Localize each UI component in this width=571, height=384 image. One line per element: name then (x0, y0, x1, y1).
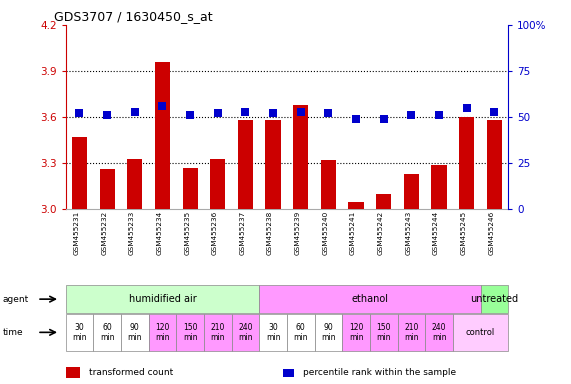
Bar (432, 165, 447, 209)
Text: GSM455232: GSM455232 (101, 211, 107, 255)
Point (75, 110, 84, 116)
Text: 240
min: 240 min (432, 323, 447, 342)
Bar (459, 117, 475, 209)
Text: GSM455244: GSM455244 (433, 211, 439, 255)
Text: percentile rank within the sample: percentile rank within the sample (303, 368, 456, 377)
Bar (238, 120, 253, 209)
Bar (72, 137, 87, 209)
Text: GSM455243: GSM455243 (405, 211, 411, 255)
Point (130, 109, 139, 115)
Point (324, 110, 333, 116)
Text: 30
min: 30 min (73, 323, 87, 342)
Text: 150
min: 150 min (376, 323, 391, 342)
Text: GSM455246: GSM455246 (488, 211, 494, 255)
Bar (404, 174, 419, 209)
Text: 120
min: 120 min (349, 323, 363, 342)
Text: untreated: untreated (471, 294, 518, 304)
Point (103, 112, 112, 118)
Bar (486, 120, 502, 209)
Text: control: control (466, 328, 495, 337)
Bar (266, 120, 281, 209)
Point (268, 110, 278, 116)
Text: 30
min: 30 min (266, 323, 280, 342)
Point (407, 112, 416, 118)
Bar (183, 168, 198, 209)
Bar (155, 62, 170, 209)
Text: 60
min: 60 min (293, 323, 308, 342)
Text: 90
min: 90 min (127, 323, 142, 342)
Point (379, 116, 388, 122)
Point (241, 109, 250, 115)
Text: GSM455238: GSM455238 (267, 211, 273, 255)
Point (158, 103, 167, 109)
Text: GSM455236: GSM455236 (212, 211, 218, 255)
Point (296, 109, 305, 115)
Text: GDS3707 / 1630450_s_at: GDS3707 / 1630450_s_at (54, 10, 213, 23)
Text: GSM455245: GSM455245 (461, 211, 467, 255)
Point (352, 116, 361, 122)
Text: GSM455240: GSM455240 (323, 211, 328, 255)
Text: humidified air: humidified air (128, 294, 196, 304)
Point (213, 110, 222, 116)
Point (490, 109, 499, 115)
Text: GSM455237: GSM455237 (239, 211, 246, 255)
Text: transformed count: transformed count (89, 368, 173, 377)
Bar (376, 194, 391, 209)
Text: GSM455242: GSM455242 (378, 211, 384, 255)
Bar (321, 160, 336, 209)
Text: agent: agent (3, 295, 29, 304)
Text: 120
min: 120 min (155, 323, 170, 342)
Point (186, 112, 195, 118)
Text: 150
min: 150 min (183, 323, 198, 342)
Text: ethanol: ethanol (351, 294, 388, 304)
Point (462, 105, 471, 111)
Text: 240
min: 240 min (238, 323, 253, 342)
Text: GSM455239: GSM455239 (295, 211, 301, 255)
Text: GSM455235: GSM455235 (184, 211, 190, 255)
Text: GSM455234: GSM455234 (156, 211, 163, 255)
Bar (210, 159, 226, 209)
Bar (99, 169, 115, 209)
Text: GSM455233: GSM455233 (129, 211, 135, 255)
Text: 210
min: 210 min (211, 323, 225, 342)
Text: 90
min: 90 min (321, 323, 336, 342)
Text: 210
min: 210 min (404, 323, 419, 342)
Bar (127, 159, 142, 209)
Text: GSM455231: GSM455231 (74, 211, 79, 255)
Text: 60
min: 60 min (100, 323, 114, 342)
Text: time: time (3, 328, 23, 337)
Bar (348, 202, 364, 209)
Point (435, 112, 444, 118)
Text: GSM455241: GSM455241 (350, 211, 356, 255)
Bar (293, 105, 308, 209)
